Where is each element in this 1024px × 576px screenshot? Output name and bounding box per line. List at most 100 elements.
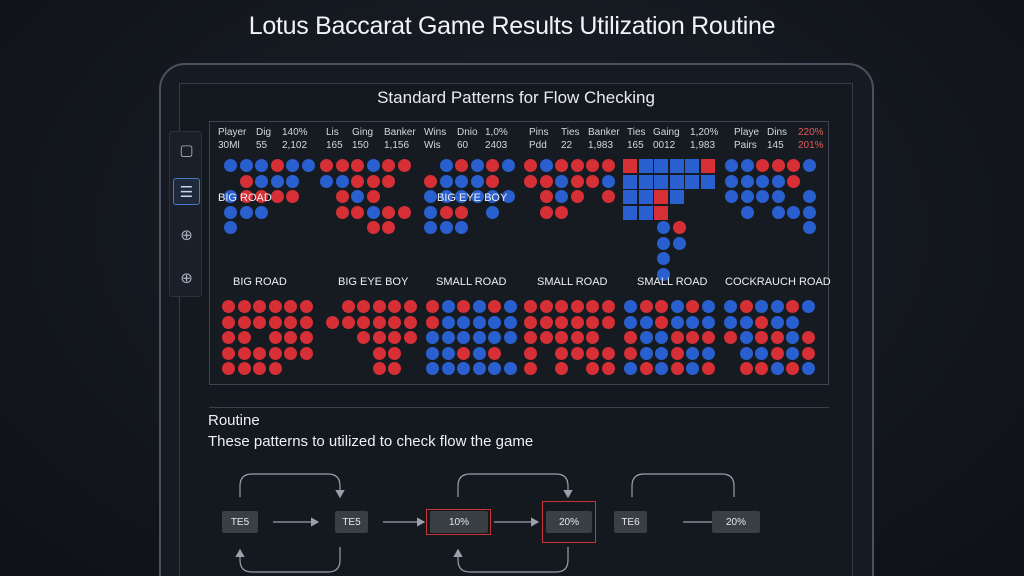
banker-bead (539, 174, 553, 188)
banker-bead (539, 331, 553, 344)
flow-node[interactable]: 20% (546, 511, 592, 533)
plus-circle-icon[interactable]: ⊕ (173, 264, 200, 291)
banker-bead (382, 159, 395, 172)
banker-bead (586, 362, 599, 375)
banker-bead (382, 205, 395, 219)
banker-bead (335, 159, 349, 172)
banker-bead (388, 331, 401, 344)
banker-bead (686, 331, 699, 344)
banker-bead (403, 331, 417, 344)
road-label: COCKRAUCH ROAD (725, 276, 831, 288)
player-bead (756, 190, 769, 203)
banker-bead (222, 315, 235, 329)
list-icon[interactable]: ☰ (173, 178, 200, 205)
banker-bead (555, 331, 568, 344)
banker-bead (670, 362, 684, 375)
banker-bead (372, 300, 386, 313)
player-bead (771, 174, 785, 188)
banker-bead (222, 331, 235, 344)
player-bead (366, 159, 380, 172)
banker-bead (524, 331, 537, 344)
banker-bead (351, 159, 364, 172)
player-bead (301, 159, 315, 172)
plus-circle-icon-glyph: ⊕ (180, 226, 193, 244)
banker-bead (586, 300, 599, 313)
player-bead (426, 346, 439, 360)
player-bead (657, 267, 670, 281)
stat-row2-cell: Pairs (734, 140, 757, 151)
stat-row2-cell: 201% (798, 140, 824, 151)
player-bead (739, 346, 753, 360)
banker-bead (586, 331, 599, 344)
player-bead (486, 205, 499, 219)
banker-bead (570, 174, 584, 188)
player-bead (802, 205, 816, 219)
player-bead (424, 205, 437, 219)
flow-node[interactable]: 20% (712, 511, 760, 533)
stat-row1-cell: Ties (627, 127, 646, 138)
banker-bead (488, 346, 501, 360)
player-bead (686, 315, 699, 329)
stat-row2-cell: 55 (256, 140, 268, 151)
stat-row1-cell: Pins (529, 127, 549, 138)
flow-node[interactable]: TE5 (335, 511, 368, 533)
banker-bead (268, 300, 282, 313)
road-label: BIG ROAD (218, 192, 272, 204)
banker-bead (639, 300, 653, 313)
banker-bead (801, 331, 815, 344)
player-bead (335, 174, 349, 188)
player-bead (670, 300, 684, 313)
banker-bead (366, 190, 380, 203)
banker-bead (255, 190, 268, 203)
stat-row2-cell: 22 (561, 140, 573, 151)
banker-bead (555, 300, 568, 313)
routine-description: These patterns to utilized to check flow… (208, 433, 534, 450)
player-bead (503, 300, 517, 313)
banker-bead (770, 346, 784, 360)
banker-bead (222, 300, 235, 313)
player-bead (470, 174, 484, 188)
player-bead (555, 190, 568, 203)
plus-circle-icon[interactable]: ⊕ (173, 221, 200, 248)
stat-row2-cell: 60 (457, 140, 469, 151)
player-bead (455, 190, 468, 203)
square-icon[interactable]: ▢ (173, 136, 200, 163)
player-bead (638, 190, 653, 204)
banker-bead (239, 190, 253, 203)
stat-row1-cell: Ging (352, 127, 374, 138)
player-bead (786, 331, 799, 344)
stat-row1-cell: Dins (767, 127, 788, 138)
routine-title: Routine (208, 412, 260, 429)
banker-bead (335, 205, 349, 219)
player-bead (786, 346, 799, 360)
banker-bead (455, 159, 468, 172)
banker-bead (268, 346, 282, 360)
flow-node[interactable]: TE6 (614, 511, 647, 533)
banker-bead (570, 331, 584, 344)
banker-bead (524, 362, 537, 375)
player-bead (685, 159, 699, 173)
banker-bead (739, 362, 753, 375)
player-bead (457, 331, 470, 344)
stat-row1-cell: Banker (588, 127, 620, 138)
banker-bead (686, 300, 699, 313)
player-bead (724, 315, 737, 329)
stat-row1-cell: Player (218, 127, 247, 138)
banker-bead (786, 362, 799, 375)
flow-node[interactable]: TE5 (222, 511, 258, 533)
banker-bead (351, 174, 364, 188)
player-bead (224, 221, 237, 234)
stat-row1-cell: Lis (326, 127, 339, 138)
player-bead (755, 300, 768, 313)
player-bead (255, 205, 268, 219)
flow-node[interactable]: 10% (430, 511, 488, 533)
banker-bead (623, 159, 637, 173)
banker-bead (351, 205, 364, 219)
banker-bead (372, 346, 386, 360)
player-bead (638, 159, 653, 173)
banker-bead (299, 346, 313, 360)
banker-bead (654, 190, 668, 204)
banker-bead (299, 315, 313, 329)
banker-bead (586, 174, 599, 188)
banker-bead (601, 190, 615, 203)
